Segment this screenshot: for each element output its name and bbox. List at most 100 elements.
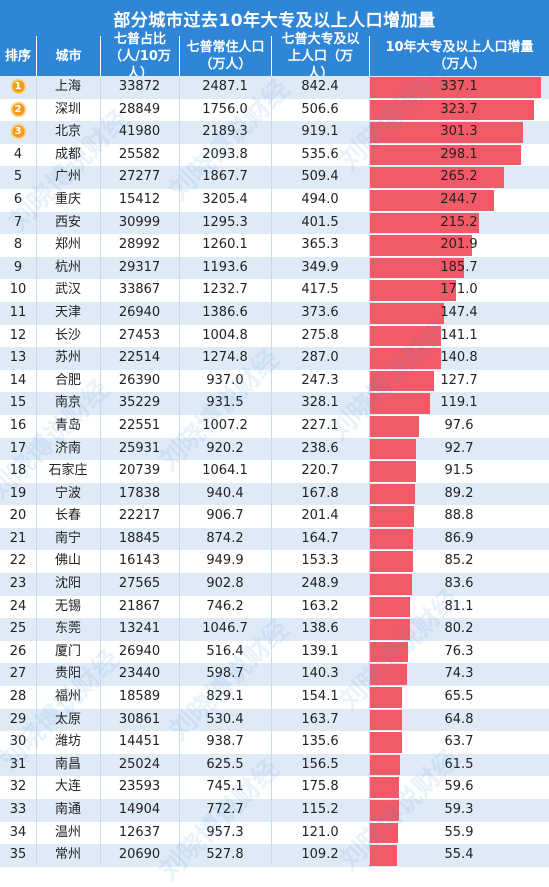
- city-cell: 长沙: [54, 327, 81, 343]
- city-cell: 武汉: [54, 282, 81, 298]
- table-row: 28 福州 18589 829.1 154.1 65.5: [0, 686, 549, 709]
- city-cell: 常州: [54, 847, 81, 863]
- city-cell: 郑州: [54, 237, 81, 253]
- city-cell: 合肥: [54, 372, 81, 388]
- city-cell: 太原: [54, 711, 81, 727]
- population-cell: 1756.0: [202, 101, 248, 117]
- increase-value-label: 141.1: [440, 327, 478, 343]
- table-row: 23 沈阳 27565 902.8 248.9 83.6: [0, 573, 549, 596]
- header-increase: 10年大专及以上人口增量（万人）: [369, 36, 549, 76]
- table-row: 26 厦门 26940 516.4 139.1 76.3: [0, 640, 549, 664]
- city-cell: 南宁: [54, 530, 81, 546]
- college-population-cell: 138.6: [301, 621, 339, 637]
- ratio-cell: 30999: [118, 214, 161, 230]
- rank-cell: 8: [13, 237, 23, 253]
- ratio-cell: 25582: [118, 146, 161, 162]
- population-cell: 1232.7: [202, 282, 248, 298]
- college-population-cell: 140.3: [301, 666, 339, 682]
- ratio-cell: 29317: [118, 259, 161, 275]
- college-population-cell: 154.1: [301, 689, 339, 705]
- increase-bar: [369, 619, 410, 640]
- table-row: 25 东莞 13241 1046.7 138.6 80.2: [0, 618, 549, 641]
- increase-value-label: 55.4: [444, 847, 474, 863]
- table-row: 1 上海 33872 2487.1 842.4 337.1: [0, 76, 549, 99]
- ratio-cell: 15412: [118, 191, 161, 207]
- increase-value-label: 63.7: [444, 734, 474, 750]
- rank-cell: 5: [13, 169, 23, 185]
- rank-cell: 22: [9, 553, 27, 569]
- increase-bar: [369, 257, 464, 279]
- ratio-cell: 30861: [118, 711, 161, 727]
- increase-bar: [369, 641, 408, 663]
- increase-value-label: 76.3: [444, 643, 474, 659]
- city-cell: 天津: [54, 304, 81, 320]
- increase-bar: [369, 777, 400, 798]
- population-cell: 1007.2: [202, 417, 248, 433]
- increase-value-label: 323.7: [440, 101, 478, 117]
- ratio-cell: 41980: [118, 124, 161, 140]
- ratio-cell: 12637: [118, 824, 161, 840]
- college-population-cell: 494.0: [301, 191, 339, 207]
- ratio-cell: 21867: [118, 598, 161, 614]
- table-row: 14 合肥 26390 937.0 247.3 127.7: [0, 369, 549, 393]
- population-cell: 906.7: [206, 508, 244, 524]
- population-cell: 920.2: [206, 440, 244, 456]
- ratio-cell: 28849: [118, 101, 161, 117]
- table-row: 5 广州 27277 1867.7 509.4 265.2: [0, 166, 549, 189]
- table-row: 35 常州 20690 527.8 109.2 55.4: [0, 844, 549, 867]
- rank-cell: 19: [9, 485, 27, 501]
- table-body: 1 上海 33872 2487.1 842.4 337.1 2 深圳 28849 1756.0 50…: [0, 76, 549, 867]
- increase-value-label: 171.0: [440, 282, 478, 298]
- college-population-cell: 842.4: [301, 79, 339, 94]
- city-cell: 无锡: [54, 598, 81, 614]
- rank-cell: 25: [9, 621, 27, 637]
- population-cell: 940.4: [206, 485, 244, 501]
- increase-bar: [369, 845, 398, 866]
- increase-value-label: 147.4: [440, 304, 478, 320]
- table-row: 6 重庆 15412 3205.4 494.0 244.7: [0, 188, 549, 212]
- population-cell: 772.7: [206, 802, 244, 817]
- increase-bar: [369, 77, 541, 98]
- rank-cell: 6: [13, 191, 23, 207]
- city-cell: 潍坊: [54, 734, 81, 750]
- college-population-cell: 919.1: [301, 124, 339, 140]
- increase-value-label: 85.2: [444, 553, 474, 569]
- increase-value-label: 97.6: [444, 417, 474, 433]
- ratio-cell: 22551: [118, 417, 161, 433]
- population-cell: 527.8: [206, 847, 244, 863]
- ratio-cell: 27453: [118, 327, 161, 343]
- increase-bar: [369, 822, 398, 844]
- rank-cell: 10: [9, 282, 27, 298]
- college-population-cell: 275.8: [301, 327, 339, 343]
- rank-cell: 27: [9, 666, 27, 682]
- rank-cell: 34: [9, 824, 27, 840]
- population-cell: 745.1: [206, 779, 244, 795]
- increase-value-label: 83.6: [444, 576, 474, 592]
- population-cell: 1386.6: [202, 304, 248, 320]
- college-population-cell: 349.9: [301, 259, 339, 275]
- college-population-cell: 175.8: [301, 779, 339, 795]
- increase-value-label: 201.9: [440, 237, 478, 253]
- increase-bar: [369, 596, 411, 618]
- medal-icon: 2: [10, 101, 26, 117]
- table-row: 18 石家庄 20739 1064.1 220.7 91.5: [0, 460, 549, 483]
- college-population-cell: 109.2: [301, 847, 339, 863]
- college-population-cell: 365.3: [301, 237, 339, 253]
- increase-value-label: 140.8: [440, 350, 478, 366]
- ratio-cell: 18845: [118, 530, 161, 546]
- ratio-cell: 22514: [118, 350, 161, 366]
- medal-icon: 1: [10, 79, 26, 94]
- college-population-cell: 328.1: [301, 395, 339, 411]
- rank-cell: 23: [9, 576, 27, 592]
- city-cell: 广州: [54, 169, 81, 185]
- increase-bar: [369, 167, 505, 188]
- population-cell: 1274.8: [202, 350, 248, 366]
- population-cell: 1064.1: [202, 463, 248, 479]
- header-pop: 七普常住人口（万人）: [179, 36, 271, 76]
- college-population-cell: 121.0: [301, 824, 339, 840]
- table-row: 13 苏州 22514 1274.8 287.0 140.8: [0, 347, 549, 370]
- table-row: 2 深圳 28849 1756.0 506.6 323.7: [0, 98, 549, 122]
- increase-bar: [369, 370, 435, 392]
- increase-value-label: 92.7: [444, 440, 474, 456]
- city-cell: 苏州: [54, 350, 81, 366]
